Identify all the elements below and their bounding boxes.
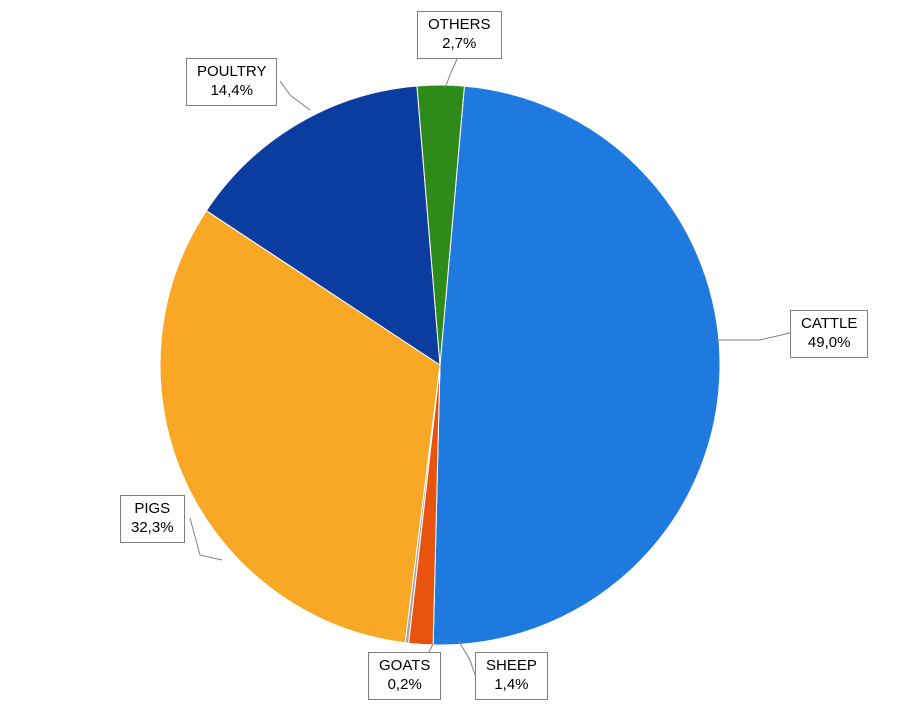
callout-cattle: CATTLE 49,0% bbox=[790, 310, 868, 358]
callout-goats-label: GOATS bbox=[379, 657, 430, 676]
callout-others: OTHERS 2,7% bbox=[417, 11, 502, 59]
callout-pigs: PIGS 32,3% bbox=[120, 495, 185, 543]
callout-others-label: OTHERS bbox=[428, 16, 491, 35]
callout-sheep: SHEEP 1,4% bbox=[475, 652, 548, 700]
slice-cattle bbox=[433, 86, 720, 645]
callout-sheep-label: SHEEP bbox=[486, 657, 537, 676]
callout-cattle-percent: 49,0% bbox=[801, 334, 857, 353]
callout-goats: GOATS 0,2% bbox=[368, 652, 441, 700]
callout-poultry-percent: 14,4% bbox=[197, 82, 266, 101]
callout-pigs-label: PIGS bbox=[131, 500, 174, 519]
callout-goats-percent: 0,2% bbox=[379, 676, 430, 695]
callout-pigs-percent: 32,3% bbox=[131, 519, 174, 538]
callout-cattle-label: CATTLE bbox=[801, 315, 857, 334]
callout-poultry-label: POULTRY bbox=[197, 63, 266, 82]
callout-sheep-percent: 1,4% bbox=[486, 676, 537, 695]
pie-chart bbox=[0, 0, 898, 712]
callout-others-percent: 2,7% bbox=[428, 35, 491, 54]
callout-poultry: POULTRY 14,4% bbox=[186, 58, 277, 106]
